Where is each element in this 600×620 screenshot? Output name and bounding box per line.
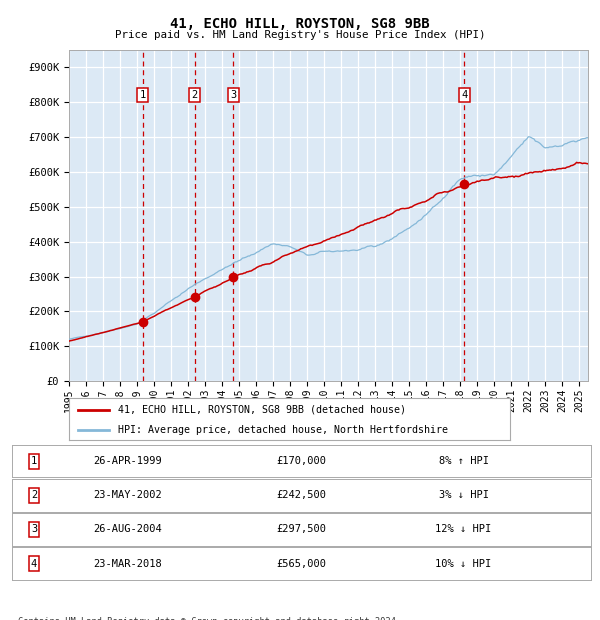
Text: 2: 2 xyxy=(191,90,198,100)
Text: £170,000: £170,000 xyxy=(277,456,326,466)
Text: 26-AUG-2004: 26-AUG-2004 xyxy=(94,525,162,534)
Text: Contains HM Land Registry data © Crown copyright and database right 2024.: Contains HM Land Registry data © Crown c… xyxy=(18,617,401,620)
Text: £297,500: £297,500 xyxy=(277,525,326,534)
Text: 12% ↓ HPI: 12% ↓ HPI xyxy=(436,525,492,534)
Text: 26-APR-1999: 26-APR-1999 xyxy=(94,456,162,466)
Text: 1: 1 xyxy=(31,456,37,466)
Text: Price paid vs. HM Land Registry's House Price Index (HPI): Price paid vs. HM Land Registry's House … xyxy=(115,30,485,40)
Text: HPI: Average price, detached house, North Hertfordshire: HPI: Average price, detached house, Nort… xyxy=(118,425,448,435)
Text: 3% ↓ HPI: 3% ↓ HPI xyxy=(439,490,488,500)
Text: 23-MAY-2002: 23-MAY-2002 xyxy=(94,490,162,500)
Text: £242,500: £242,500 xyxy=(277,490,326,500)
Text: 3: 3 xyxy=(230,90,236,100)
Text: 10% ↓ HPI: 10% ↓ HPI xyxy=(436,559,492,569)
Text: 4: 4 xyxy=(31,559,37,569)
Text: 2: 2 xyxy=(31,490,37,500)
Text: £565,000: £565,000 xyxy=(277,559,326,569)
Text: 4: 4 xyxy=(461,90,467,100)
Text: 8% ↑ HPI: 8% ↑ HPI xyxy=(439,456,488,466)
Text: 3: 3 xyxy=(31,525,37,534)
Text: 41, ECHO HILL, ROYSTON, SG8 9BB: 41, ECHO HILL, ROYSTON, SG8 9BB xyxy=(170,17,430,32)
Text: 1: 1 xyxy=(139,90,146,100)
Text: 41, ECHO HILL, ROYSTON, SG8 9BB (detached house): 41, ECHO HILL, ROYSTON, SG8 9BB (detache… xyxy=(118,405,406,415)
Text: 23-MAR-2018: 23-MAR-2018 xyxy=(94,559,162,569)
